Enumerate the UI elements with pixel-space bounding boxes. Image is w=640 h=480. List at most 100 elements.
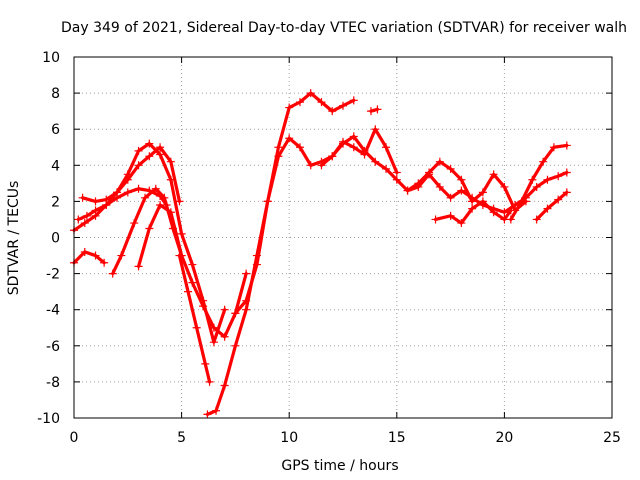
series-line <box>433 199 513 225</box>
series-track-12 <box>403 157 530 215</box>
data-point <box>123 175 132 184</box>
data-point <box>188 278 197 287</box>
data-point <box>74 215 83 224</box>
series-track-9 <box>231 89 358 318</box>
data-point <box>371 157 380 166</box>
series-track-15 <box>532 188 571 224</box>
series-line <box>205 134 569 416</box>
y-tick-label: 4 <box>51 158 60 174</box>
data-point <box>532 215 541 224</box>
data-point <box>457 175 466 184</box>
data-point <box>517 197 526 206</box>
data-point <box>100 258 109 267</box>
data-point <box>80 219 89 228</box>
data-point <box>192 323 201 332</box>
data-point <box>532 182 541 191</box>
data-point <box>82 211 91 220</box>
data-point <box>141 193 150 202</box>
data-point <box>130 219 139 228</box>
data-point <box>403 186 412 195</box>
data-point <box>506 215 515 224</box>
data-point <box>220 305 229 314</box>
series-track-5 <box>108 184 186 278</box>
data-point <box>274 143 283 152</box>
y-axis-label: SDTVAR / TECUs <box>6 181 22 296</box>
data-point <box>414 179 423 188</box>
data-point <box>295 98 304 107</box>
data-point <box>478 197 487 206</box>
data-point <box>80 247 89 256</box>
data-point <box>134 184 143 193</box>
data-point <box>562 188 571 197</box>
data-point <box>457 219 466 228</box>
data-point <box>371 125 380 134</box>
data-point <box>554 172 563 181</box>
data-point <box>285 134 294 143</box>
data-point <box>382 143 391 152</box>
series-line <box>535 190 569 222</box>
data-point <box>199 302 208 311</box>
series-line <box>136 203 248 339</box>
x-axis-label: GPS time / hours <box>281 458 398 474</box>
x-tick-label: 15 <box>388 430 406 446</box>
data-point <box>134 161 143 170</box>
y-tick-label: 2 <box>51 194 60 210</box>
data-point <box>549 143 558 152</box>
y-tick-label: 0 <box>51 231 60 247</box>
series-line <box>509 143 569 222</box>
data-point <box>468 197 477 206</box>
data-point <box>562 168 571 177</box>
data-point <box>360 150 369 159</box>
data-point <box>317 161 326 170</box>
data-point <box>562 141 571 150</box>
data-point <box>220 381 229 390</box>
y-tick-label: -6 <box>46 339 60 355</box>
data-point <box>151 184 160 193</box>
data-point <box>306 89 315 98</box>
series-track-8 <box>203 132 571 419</box>
series-track-7 <box>175 251 214 386</box>
data-point <box>263 197 272 206</box>
data-point <box>91 206 100 215</box>
data-point <box>468 204 477 213</box>
y-tick-label: -10 <box>37 411 60 427</box>
data-point <box>425 168 434 177</box>
series-track-13 <box>431 197 515 228</box>
x-tick-label: 5 <box>177 430 186 446</box>
series-line <box>111 187 184 276</box>
data-point <box>156 143 165 152</box>
data-point <box>500 208 509 217</box>
series-line <box>405 160 528 213</box>
series-track-14 <box>506 141 571 224</box>
grid <box>74 57 612 418</box>
data-point <box>123 188 132 197</box>
series-layer <box>70 89 571 419</box>
data-point <box>489 170 498 179</box>
data-point <box>156 150 165 159</box>
data-point <box>134 262 143 271</box>
data-point <box>145 139 154 148</box>
data-point <box>317 98 326 107</box>
series-track-11 <box>366 105 382 116</box>
data-point <box>145 224 154 233</box>
y-tick-label: 10 <box>42 50 60 66</box>
data-point <box>306 161 315 170</box>
series-line <box>72 142 227 344</box>
y-tick-label: 6 <box>51 122 60 138</box>
series-track-3 <box>78 143 184 206</box>
data-point <box>446 193 455 202</box>
ticks: 0 5 10 15 20 25 -10 -8 -6 -4 -2 0 2 4 6 8 10 <box>37 50 621 446</box>
y-tick-label: -4 <box>46 303 60 319</box>
chart-title: Day 349 of 2021, Sidereal Day-to-day VTE… <box>61 20 627 36</box>
data-point <box>212 406 221 415</box>
data-point <box>528 175 537 184</box>
data-point <box>177 229 186 238</box>
y-tick-label: -2 <box>46 267 60 283</box>
data-point <box>366 107 375 116</box>
data-point <box>175 251 184 260</box>
data-point <box>102 195 111 204</box>
data-point <box>242 305 251 314</box>
x-tick-label: 0 <box>70 430 79 446</box>
series-track-10 <box>317 125 401 177</box>
data-point <box>209 338 218 347</box>
